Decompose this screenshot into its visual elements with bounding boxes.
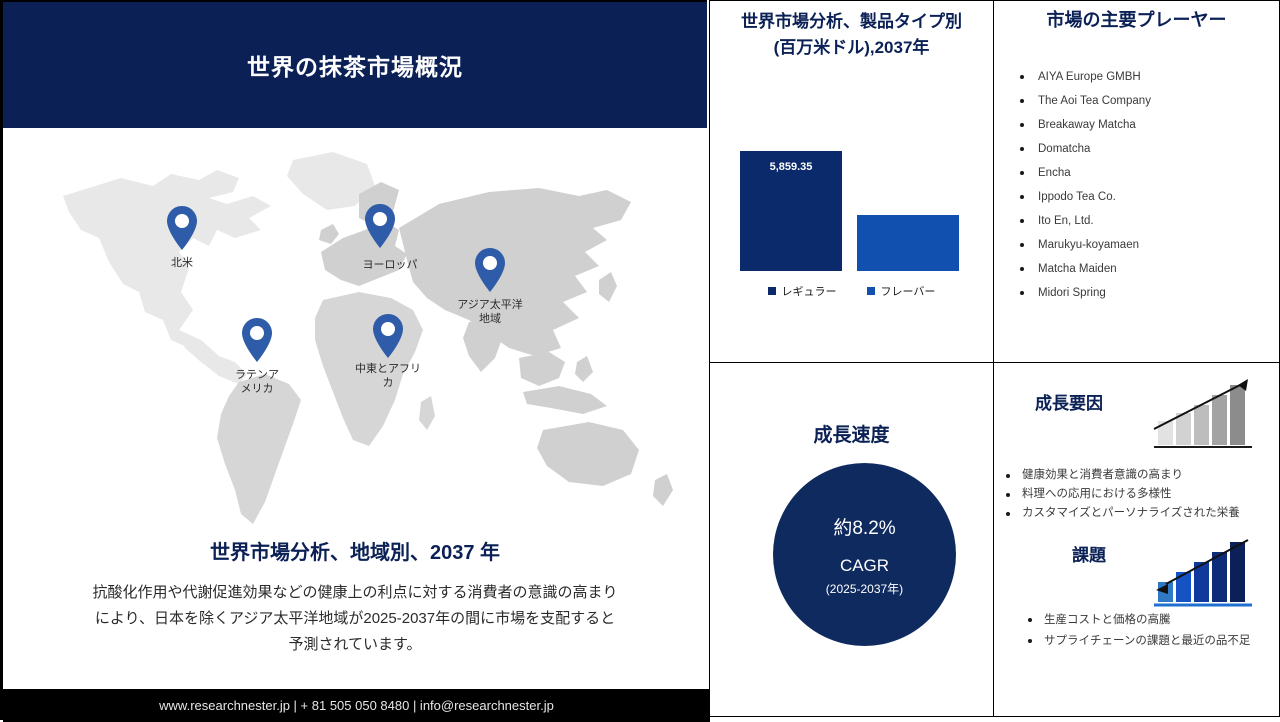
footer-contact: www.researchnester.jp | + 81 505 050 848… xyxy=(159,698,554,713)
landmass-southeast-asia xyxy=(519,352,565,386)
chart-legend: レギュラー フレーバー xyxy=(710,283,993,299)
list-item: サプライチェーンの課題と最近の品不足 xyxy=(1022,632,1272,651)
landmass-greenland xyxy=(287,152,375,210)
map-pin-asia-pacific[interactable] xyxy=(471,246,509,294)
map-label-asia-pacific: アジア太平洋地域 xyxy=(457,299,523,325)
map-label-middle-east-africa: 中東とアフリカ xyxy=(355,363,421,389)
landmass-india xyxy=(463,320,503,372)
panel-product-type: 世界市場分析、製品タイプ別(百万米ドル),2037年 5,859.35 レギュラ… xyxy=(709,0,994,363)
landmass-madagascar xyxy=(419,396,435,430)
legend-item-flavored: フレーバー xyxy=(866,283,936,299)
list-item: The Aoi Tea Company xyxy=(1008,89,1266,113)
landmass-central-america xyxy=(179,330,247,384)
challenges-list: 生産コストと価格の高騰 サプライチェーンの課題と最近の品不足 xyxy=(1022,611,1272,653)
legend-label-flavored: フレーバー xyxy=(880,286,936,298)
map-pin-north-america[interactable] xyxy=(163,204,201,252)
landmass-philippines xyxy=(575,356,593,382)
list-item: 健康効果と消費者意識の高まり xyxy=(1000,467,1270,484)
challenges-title: 課題 xyxy=(1072,546,1106,565)
players-panel-title: 市場の主要プレーヤー xyxy=(1046,10,1227,30)
landmass-australia xyxy=(537,422,639,486)
footer-band: www.researchnester.jp | + 81 505 050 848… xyxy=(3,689,710,722)
product-bar-chart: 5,859.35 xyxy=(710,141,993,271)
growth-trend-icon xyxy=(1152,371,1257,451)
map-pin-europe[interactable] xyxy=(361,202,399,250)
landmass-asia xyxy=(399,188,631,356)
world-map: 北米 ヨーロッパ アジア太平洋地域 中東とアフリカ ラテンアメリカ xyxy=(3,134,707,534)
panel-growth-factors: 成長要因 健康効果と消費者意識の高まり 料理への応用における多様性 カスタマイズ… xyxy=(993,362,1280,717)
legend-item-regular: レギュラー xyxy=(767,283,837,299)
bar-flavored xyxy=(857,215,959,271)
region-analysis-heading: 世界市場分析、地域別、2037 年 xyxy=(209,542,501,564)
landmass-indonesia xyxy=(523,386,607,414)
challenges-trend-icon xyxy=(1152,528,1257,608)
cagr-label: CAGR xyxy=(839,555,890,575)
list-item: AIYA Europe GMBH xyxy=(1008,65,1266,89)
region-analysis-body: 抗酸化作用や代謝促進効果などの健康上の利点に対する消費者の意識の高まりにより、日… xyxy=(92,584,618,653)
product-panel-title: 世界市場分析、製品タイプ別(百万米ドル),2037年 xyxy=(741,12,962,57)
bar-regular-value: 5,859.35 xyxy=(769,161,813,173)
panel-key-players: 市場の主要プレーヤー AIYA Europe GMBH The Aoi Tea … xyxy=(993,0,1280,363)
growth-factors-list: 健康効果と消費者意識の高まり 料理への応用における多様性 カスタマイズとパーソナ… xyxy=(1000,467,1270,524)
legend-swatch-regular xyxy=(767,287,776,295)
list-item: Ito En, Ltd. xyxy=(1008,209,1266,233)
list-item: カスタマイズとパーソナライズされた栄養 xyxy=(1000,505,1270,522)
landmass-south-america xyxy=(217,374,301,524)
map-pin-middle-east-africa[interactable] xyxy=(369,312,407,360)
panel-growth-rate: 成長速度 約8.2% CAGR (2025-2037年) xyxy=(709,362,994,717)
legend-label-regular: レギュラー xyxy=(781,286,837,298)
list-item: Ippodo Tea Co. xyxy=(1008,185,1266,209)
world-map-svg xyxy=(63,152,673,524)
key-players-list: AIYA Europe GMBH The Aoi Tea Company Bre… xyxy=(1008,65,1266,305)
cagr-percent: 約8.2% xyxy=(833,517,896,539)
landmass-uk xyxy=(319,224,339,244)
list-item: Midori Spring xyxy=(1008,281,1266,305)
list-item: Breakaway Matcha xyxy=(1008,113,1266,137)
cagr-period: (2025-2037年) xyxy=(825,581,904,596)
landmass-japan xyxy=(599,272,617,302)
page-title: 世界の抹茶市場概況 xyxy=(247,54,463,80)
list-item: Matcha Maiden xyxy=(1008,257,1266,281)
growth-factors-title: 成長要因 xyxy=(1035,394,1103,413)
bar-regular: 5,859.35 xyxy=(740,151,842,271)
landmass-north-america xyxy=(63,170,271,348)
map-label-europe: ヨーロッパ xyxy=(362,259,418,271)
header-band: 世界の抹茶市場概況 xyxy=(3,2,707,128)
cagr-circle: 約8.2% CAGR (2025-2037年) xyxy=(773,463,956,646)
list-item: 生産コストと価格の高騰 xyxy=(1022,611,1272,630)
list-item: Marukyu-koyamaen xyxy=(1008,233,1266,257)
growth-panel-title: 成長速度 xyxy=(813,425,890,446)
list-item: Encha xyxy=(1008,161,1266,185)
list-item: 料理への応用における多様性 xyxy=(1000,486,1270,503)
list-item: Domatcha xyxy=(1008,137,1266,161)
legend-swatch-flavored xyxy=(866,287,875,295)
map-label-latin-america: ラテンアメリカ xyxy=(235,369,279,395)
map-pin-latin-america[interactable] xyxy=(238,316,276,364)
landmass-new-zealand xyxy=(653,474,673,506)
map-label-north-america: 北米 xyxy=(171,257,193,269)
left-column: 世界の抹茶市場概況 xyxy=(0,0,710,722)
